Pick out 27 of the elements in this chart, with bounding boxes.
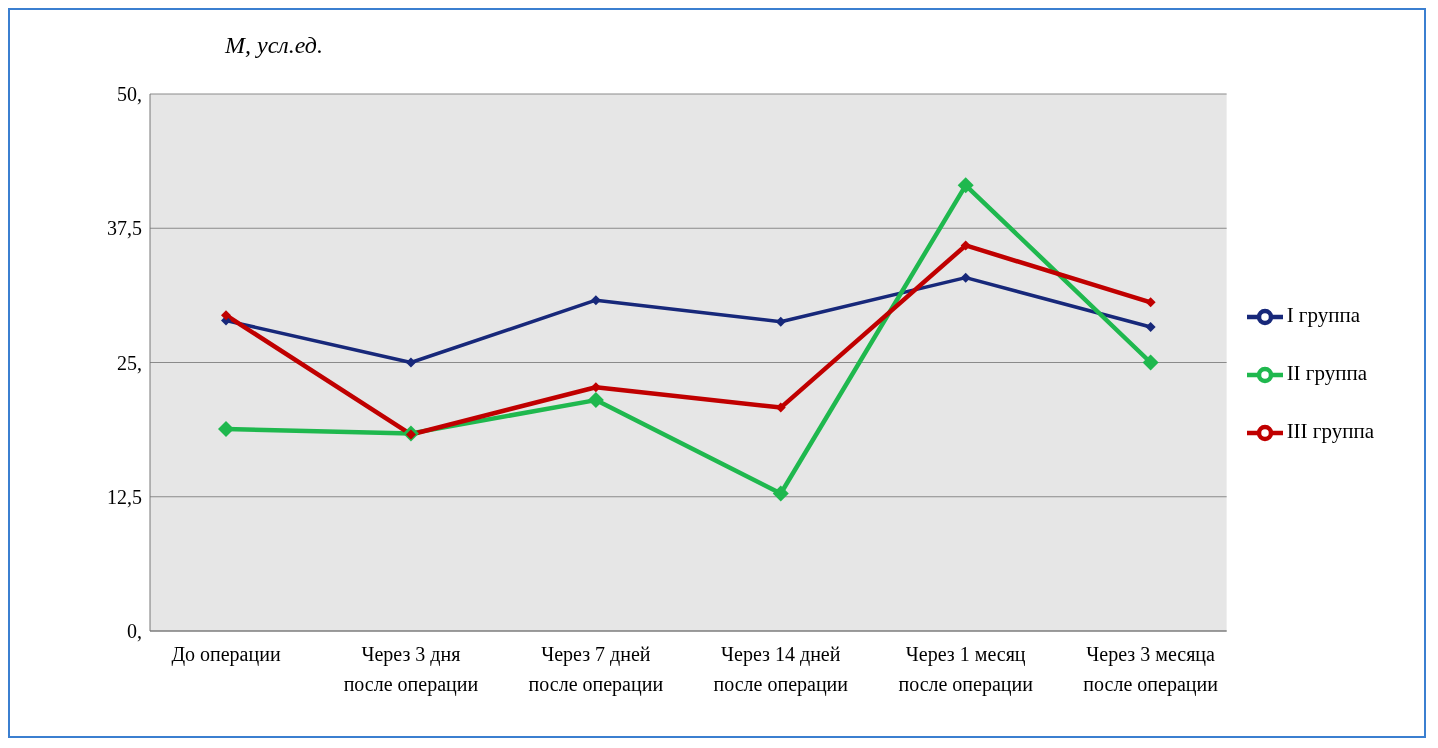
- x-tick-label: Через 1 месяц после операции: [898, 643, 1034, 696]
- point: [218, 421, 234, 438]
- point: [960, 272, 971, 283]
- legend-label: II группа: [1286, 361, 1367, 385]
- y-tick-label: 0,: [127, 620, 142, 643]
- legend-label: I группа: [1286, 303, 1361, 327]
- y-tick-label: 37,5: [107, 217, 142, 240]
- point: [221, 310, 231, 321]
- point: [1142, 354, 1159, 371]
- x-tick-label: До операции: [171, 643, 281, 666]
- point: [405, 357, 416, 368]
- point: [587, 392, 604, 409]
- x-tick-label: Через 7 дней после операции: [528, 643, 664, 696]
- x-tick-label: Через 14 дней после операции: [713, 643, 849, 696]
- point: [590, 295, 601, 306]
- point: [772, 485, 789, 502]
- x-tick-label: Через 3 дня после операции: [343, 643, 479, 696]
- point: [1145, 322, 1156, 333]
- x-tick-label: Через 3 месяца после операции: [1083, 643, 1219, 696]
- point: [1145, 297, 1156, 308]
- y-tick-label: 12,5: [107, 485, 142, 508]
- y-tick-label: 25,: [117, 351, 142, 374]
- y-tick-label: 50,: [117, 83, 142, 106]
- point: [957, 177, 974, 194]
- point: [960, 240, 971, 251]
- legend-label: III группа: [1286, 419, 1374, 443]
- y-axis-title: M, усл.ед.: [225, 32, 323, 59]
